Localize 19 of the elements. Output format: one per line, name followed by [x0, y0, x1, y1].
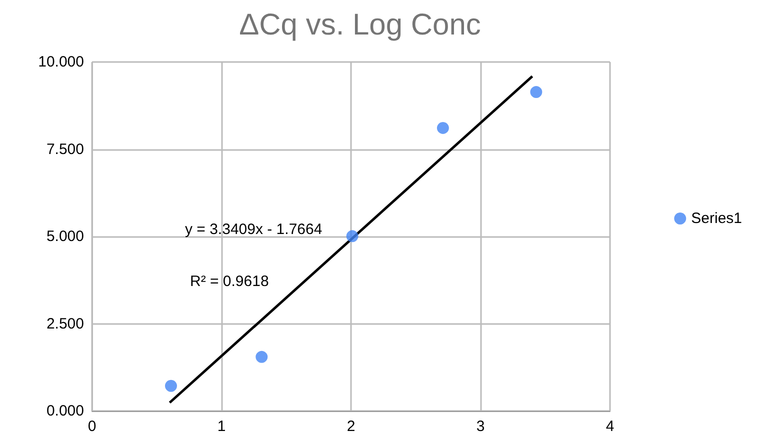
chart-title: ΔCq vs. Log Conc	[239, 8, 481, 42]
y-tick-label: 2.500	[46, 315, 84, 332]
point	[436, 122, 449, 134]
y-tick-label: 0.000	[46, 402, 84, 420]
x-tick-label: 4	[606, 418, 614, 435]
annotation: y = 3.3409x - 1.7664	[185, 221, 322, 238]
x-tick-label: 2	[346, 418, 356, 435]
y-tick-label: 10.000	[38, 54, 84, 70]
x-tick-label: 0	[88, 418, 96, 435]
point	[256, 350, 268, 363]
point	[346, 230, 358, 242]
annotation: R² = 0.9618	[190, 273, 269, 290]
legend-label: Series1	[691, 210, 742, 227]
point	[165, 380, 177, 392]
point	[530, 86, 542, 98]
y-tick-label: 5.000	[46, 228, 84, 245]
y-tick-label: 7.500	[46, 140, 84, 158]
x-tick-label: 1	[217, 418, 226, 435]
x-tick-label: 3	[476, 418, 485, 435]
